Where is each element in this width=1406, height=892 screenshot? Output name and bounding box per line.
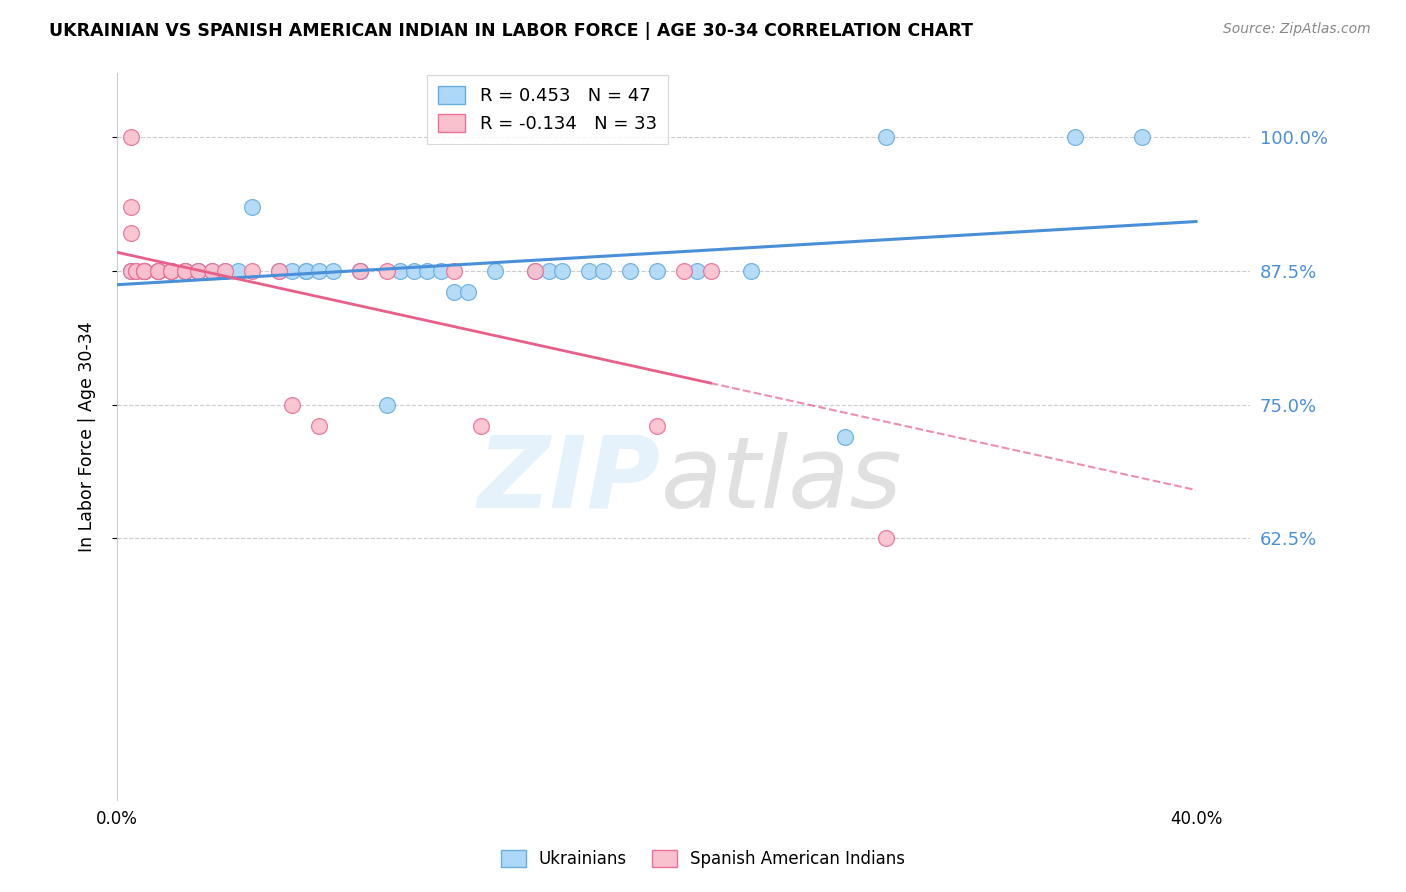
Text: UKRAINIAN VS SPANISH AMERICAN INDIAN IN LABOR FORCE | AGE 30-34 CORRELATION CHAR: UKRAINIAN VS SPANISH AMERICAN INDIAN IN … xyxy=(49,22,973,40)
Point xyxy=(132,264,155,278)
Point xyxy=(308,418,330,433)
Point xyxy=(132,264,155,278)
Point xyxy=(551,264,574,278)
Point xyxy=(349,264,371,278)
Point xyxy=(132,264,155,278)
Legend: R = 0.453   N = 47, R = -0.134   N = 33: R = 0.453 N = 47, R = -0.134 N = 33 xyxy=(427,75,668,145)
Y-axis label: In Labor Force | Age 30-34: In Labor Force | Age 30-34 xyxy=(79,321,96,552)
Point xyxy=(645,264,668,278)
Point xyxy=(132,264,155,278)
Point xyxy=(125,264,148,278)
Point xyxy=(120,264,142,278)
Point xyxy=(160,264,183,278)
Point xyxy=(160,264,183,278)
Point xyxy=(214,264,236,278)
Point xyxy=(200,264,222,278)
Point xyxy=(187,264,209,278)
Point xyxy=(173,264,195,278)
Point xyxy=(619,264,641,278)
Point xyxy=(1130,130,1153,145)
Point xyxy=(132,264,155,278)
Point xyxy=(240,200,263,214)
Point xyxy=(524,264,547,278)
Point xyxy=(120,264,142,278)
Legend: Ukrainians, Spanish American Indians: Ukrainians, Spanish American Indians xyxy=(494,843,912,875)
Point xyxy=(120,227,142,241)
Point xyxy=(120,264,142,278)
Point xyxy=(187,264,209,278)
Point xyxy=(875,130,897,145)
Point xyxy=(457,285,479,300)
Point xyxy=(578,264,600,278)
Point xyxy=(484,264,506,278)
Text: ZIP: ZIP xyxy=(478,432,661,529)
Point xyxy=(173,264,195,278)
Point xyxy=(699,264,721,278)
Point xyxy=(592,264,614,278)
Point xyxy=(132,264,155,278)
Point xyxy=(537,264,560,278)
Point xyxy=(214,264,236,278)
Point xyxy=(132,264,155,278)
Point xyxy=(686,264,709,278)
Point xyxy=(375,397,398,411)
Point xyxy=(375,264,398,278)
Point xyxy=(160,264,183,278)
Point xyxy=(173,264,195,278)
Point xyxy=(322,264,344,278)
Point xyxy=(430,264,453,278)
Point xyxy=(416,264,439,278)
Point xyxy=(281,397,304,411)
Text: atlas: atlas xyxy=(661,432,903,529)
Point xyxy=(146,264,169,278)
Point xyxy=(146,264,169,278)
Point xyxy=(672,264,695,278)
Point xyxy=(146,264,169,278)
Point xyxy=(160,264,183,278)
Point xyxy=(125,264,148,278)
Point xyxy=(349,264,371,278)
Point xyxy=(443,285,465,300)
Point xyxy=(470,418,492,433)
Point xyxy=(281,264,304,278)
Point xyxy=(267,264,290,278)
Point xyxy=(295,264,318,278)
Point xyxy=(834,429,856,443)
Point xyxy=(267,264,290,278)
Point xyxy=(389,264,412,278)
Point xyxy=(308,264,330,278)
Point xyxy=(402,264,425,278)
Point xyxy=(443,264,465,278)
Point xyxy=(645,418,668,433)
Point xyxy=(173,264,195,278)
Point xyxy=(349,264,371,278)
Point xyxy=(240,264,263,278)
Point xyxy=(228,264,250,278)
Point xyxy=(200,264,222,278)
Point xyxy=(1063,130,1085,145)
Point xyxy=(120,130,142,145)
Point xyxy=(524,264,547,278)
Point xyxy=(740,264,762,278)
Point xyxy=(875,531,897,545)
Point xyxy=(120,200,142,214)
Point xyxy=(146,264,169,278)
Text: Source: ZipAtlas.com: Source: ZipAtlas.com xyxy=(1223,22,1371,37)
Point xyxy=(187,264,209,278)
Point xyxy=(295,264,318,278)
Point xyxy=(132,264,155,278)
Point xyxy=(160,264,183,278)
